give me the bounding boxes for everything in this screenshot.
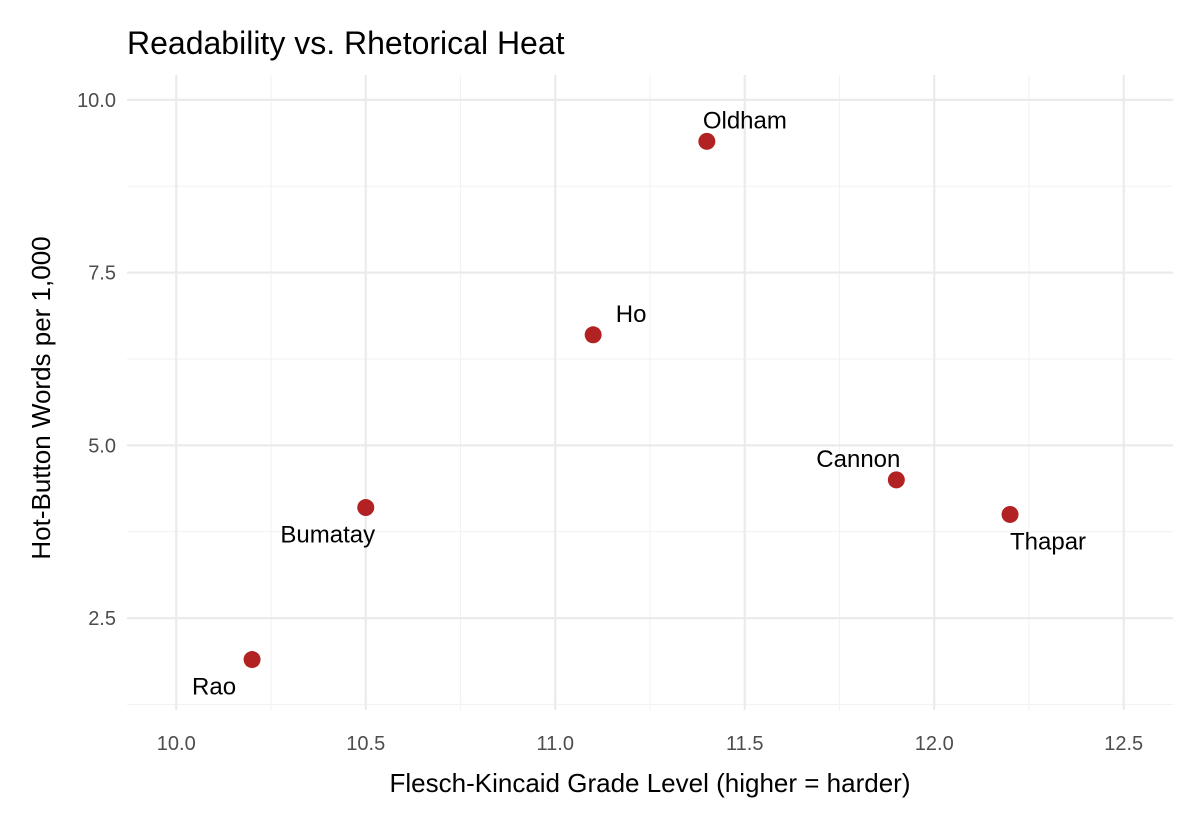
x-tick-label: 11.0 — [537, 733, 574, 755]
point-label: Ho — [616, 301, 647, 328]
x-tick-label: 10.5 — [346, 733, 385, 755]
data-point — [357, 499, 375, 517]
data-points — [243, 132, 1019, 669]
chart-title: Readability vs. Rhetorical Heat — [127, 25, 565, 61]
data-point — [698, 132, 716, 150]
y-tick-label: 2.5 — [88, 608, 116, 630]
x-tick-label: 11.5 — [726, 733, 763, 755]
point-label: Thapar — [1010, 528, 1086, 555]
y-tick-label: 10.0 — [77, 90, 116, 112]
data-point — [584, 326, 602, 344]
point-label: Bumatay — [280, 522, 375, 549]
data-point — [1001, 505, 1019, 523]
point-labels: Rao Bumatay Ho Oldham Cannon Thapar — [192, 107, 1086, 700]
y-tick-label: 7.5 — [88, 263, 116, 285]
x-tick-label: 10.0 — [157, 733, 196, 755]
y-axis-title: Hot-Button Words per 1,000 — [26, 236, 56, 559]
point-label: Cannon — [816, 446, 900, 473]
y-tick-label: 5.0 — [88, 435, 116, 457]
data-point — [887, 471, 905, 489]
axis-ticks: 10.0 10.5 11.0 11.5 12.0 12.5 2.5 5.0 7.5 10.0 — [77, 90, 1143, 755]
x-tick-label: 12.0 — [915, 733, 954, 755]
x-axis-title: Flesch-Kincaid Grade Level (higher = har… — [390, 768, 911, 798]
point-label: Rao — [192, 674, 236, 701]
grid — [127, 75, 1173, 710]
data-point — [243, 651, 261, 669]
x-tick-label: 12.5 — [1104, 733, 1143, 755]
point-label: Oldham — [703, 107, 787, 134]
